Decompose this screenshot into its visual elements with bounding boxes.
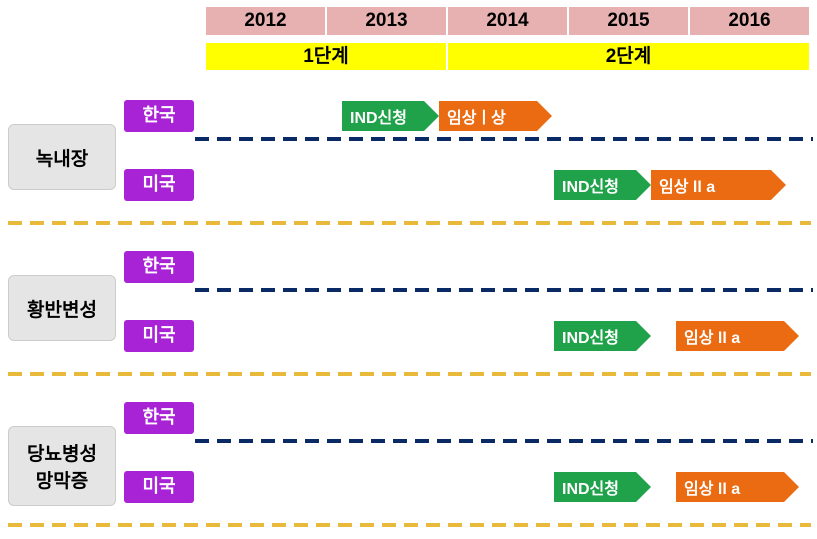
category-retinopathy: 당뇨병성 망막증	[8, 426, 116, 506]
divider-navy-1	[195, 288, 813, 292]
category-glaucoma: 녹내장	[8, 124, 116, 190]
divider-yellow-1	[8, 372, 811, 376]
milestone-arrow-glaucoma-kr-1: 임상ㅣ상	[439, 101, 537, 131]
country-tag-amd-us: 미국	[124, 320, 194, 352]
milestone-arrow-retinopathy-us-6: IND신청	[554, 472, 636, 502]
year-header-2014: 2014	[447, 6, 568, 36]
country-tag-retinopathy-us: 미국	[124, 471, 194, 503]
year-header-2012: 2012	[205, 6, 326, 36]
divider-yellow-2	[8, 523, 811, 527]
divider-navy-0	[195, 137, 813, 141]
phase-header-0: 1단계	[205, 42, 447, 71]
milestone-arrow-glaucoma-kr-0: IND신청	[342, 101, 424, 131]
phase-header-1: 2단계	[447, 42, 810, 71]
milestone-arrow-glaucoma-us-2: IND신청	[554, 170, 636, 200]
country-tag-retinopathy-kr: 한국	[124, 402, 194, 434]
year-header-2016: 2016	[689, 6, 810, 36]
milestone-arrow-retinopathy-us-7: 임상 ll a	[676, 472, 784, 502]
divider-yellow-0	[8, 221, 811, 225]
divider-navy-2	[195, 439, 813, 443]
milestone-arrow-amd-us-4: IND신청	[554, 321, 636, 351]
country-tag-amd-kr: 한국	[124, 251, 194, 283]
milestone-arrow-amd-us-5: 임상 ll a	[676, 321, 784, 351]
country-tag-glaucoma-us: 미국	[124, 169, 194, 201]
milestone-arrow-glaucoma-us-3: 임상 ll a	[651, 170, 771, 200]
category-amd: 황반변성	[8, 275, 116, 341]
country-tag-glaucoma-kr: 한국	[124, 100, 194, 132]
year-header-2013: 2013	[326, 6, 447, 36]
clinical-timeline-chart: 20122013201420152016 1단계2단계녹내장황반변성당뇨병성 망막…	[6, 6, 811, 533]
year-header-2015: 2015	[568, 6, 689, 36]
